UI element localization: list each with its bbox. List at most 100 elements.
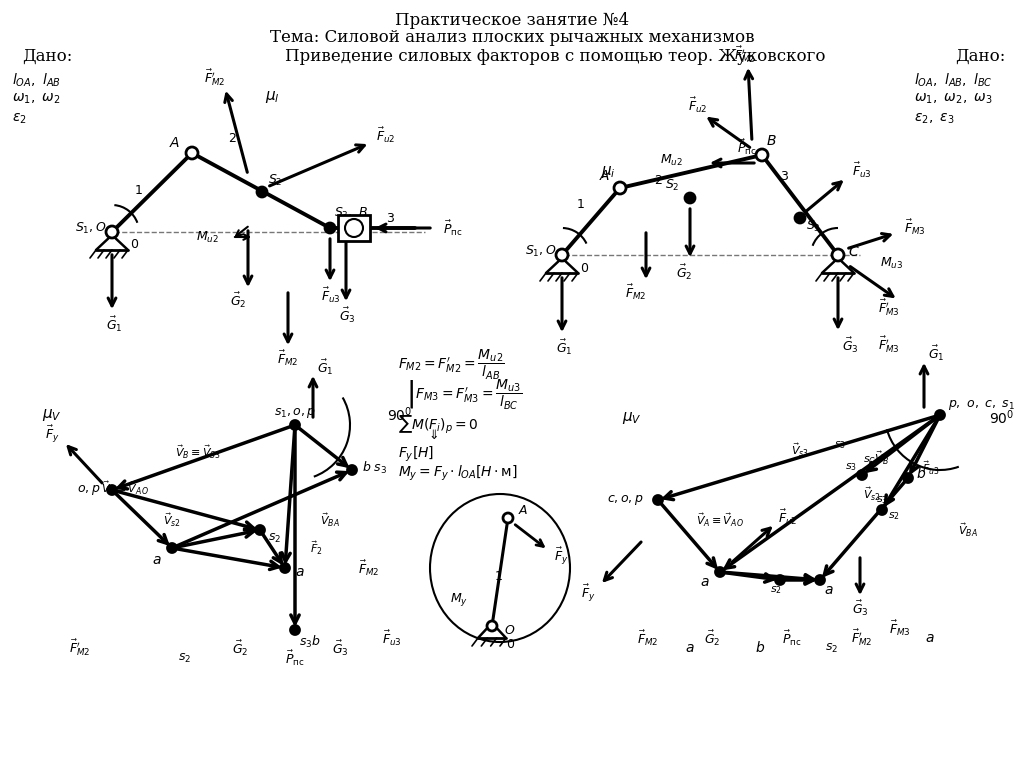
Circle shape	[795, 213, 805, 223]
Text: $90^0$: $90^0$	[989, 409, 1015, 427]
Text: $\omega_1,\ \omega_2$: $\omega_1,\ \omega_2$	[12, 92, 60, 107]
Text: $\vec{V}_{s2}$: $\vec{V}_{s2}$	[163, 511, 181, 528]
Text: $\vec{F}_{M2}$: $\vec{F}_{M2}$	[626, 283, 647, 302]
Text: $F_y[H]$: $F_y[H]$	[398, 445, 434, 465]
Text: $\mu_V$: $\mu_V$	[42, 407, 61, 423]
Text: $90^0$: $90^0$	[387, 406, 413, 424]
Text: $a$: $a$	[926, 631, 935, 645]
Text: $\vec{V}_A \equiv \vec{V}_{AO}$: $\vec{V}_A \equiv \vec{V}_{AO}$	[101, 479, 148, 497]
Text: $\vec{V}_{BA}$: $\vec{V}_{BA}$	[958, 521, 978, 539]
Text: $0$: $0$	[506, 637, 515, 650]
Text: $\vec{F}_{u2}$: $\vec{F}_{u2}$	[688, 95, 708, 114]
Text: $\vec{F}_{M3}$: $\vec{F}_{M3}$	[889, 618, 911, 637]
Text: $s_2$: $s_2$	[770, 584, 782, 596]
Text: $\sum M(F_i)_p=0$: $\sum M(F_i)_p=0$	[398, 414, 478, 436]
Text: $\vec{F}_{u2}$: $\vec{F}_{u2}$	[778, 508, 798, 527]
Circle shape	[716, 568, 725, 577]
Text: Тема: Силовой анализ плоских рычажных механизмов: Тема: Силовой анализ плоских рычажных ме…	[269, 29, 755, 46]
Text: $M_y=F_y \cdot l_{OA}[H\cdot\text{м}]$: $M_y=F_y \cdot l_{OA}[H\cdot\text{м}]$	[398, 464, 518, 483]
Text: $b\ s_3$: $b\ s_3$	[362, 460, 387, 476]
Text: $l_{OA},\ l_{AB}$: $l_{OA},\ l_{AB}$	[12, 72, 60, 89]
Text: $\vec{G}_1$: $\vec{G}_1$	[105, 314, 122, 333]
Text: $0$: $0$	[130, 237, 139, 250]
Circle shape	[256, 525, 264, 535]
Text: $\varepsilon_2,\ \varepsilon_3$: $\varepsilon_2,\ \varepsilon_3$	[914, 112, 954, 127]
Text: $C$: $C$	[848, 245, 859, 259]
Text: $a$: $a$	[700, 575, 710, 589]
Text: $\vec{G}_1$: $\vec{G}_1$	[317, 357, 334, 376]
Text: $a$: $a$	[685, 641, 695, 655]
Circle shape	[653, 495, 663, 505]
Text: $\vec{F}_2$: $\vec{F}_2$	[310, 539, 323, 557]
Text: $\vec{G}_3$: $\vec{G}_3$	[332, 638, 348, 657]
Text: $\vec{P}_{\text{пс}}$: $\vec{P}_{\text{пс}}$	[443, 218, 463, 237]
Text: $\vec{F}_{M3}^{\prime}$: $\vec{F}_{M3}^{\prime}$	[878, 298, 900, 319]
Text: $s_3b$: $s_3b$	[299, 634, 321, 650]
Text: $A$: $A$	[169, 136, 180, 150]
Text: Практическое занятие №4: Практическое занятие №4	[395, 12, 629, 29]
Text: $s_3$: $s_3$	[876, 494, 888, 506]
Circle shape	[903, 474, 912, 482]
Text: $s_3$: $s_3$	[845, 461, 857, 473]
Circle shape	[291, 625, 299, 634]
Circle shape	[503, 513, 513, 523]
Text: $b$: $b$	[755, 641, 765, 656]
Text: $A$: $A$	[518, 504, 528, 517]
Text: $\mu_V$: $\mu_V$	[623, 410, 642, 426]
Text: $0$: $0$	[580, 261, 589, 274]
Circle shape	[614, 182, 626, 194]
Text: $l_{OA},\ l_{AB},\ l_{BC}$: $l_{OA},\ l_{AB},\ l_{BC}$	[914, 72, 992, 89]
Text: $1$: $1$	[133, 184, 142, 197]
Circle shape	[878, 505, 887, 515]
Text: $\vec{G}_1$: $\vec{G}_1$	[556, 337, 572, 356]
Text: $A$: $A$	[599, 169, 610, 183]
Text: $\vec{G}_3$: $\vec{G}_3$	[339, 306, 355, 325]
Text: $\vec{F}_{M3}^{\prime}$: $\vec{F}_{M3}^{\prime}$	[878, 335, 900, 356]
Text: $3$: $3$	[779, 170, 788, 184]
Text: $M_{u3}$: $M_{u3}$	[880, 256, 903, 270]
Text: $o,p$: $o,p$	[77, 483, 100, 497]
Text: $\vec{P}_{\text{пс}}$: $\vec{P}_{\text{пс}}$	[782, 628, 802, 647]
Text: $\vec{G}_3$: $\vec{G}_3$	[852, 598, 868, 617]
Text: $\vec{F}_{M2}$: $\vec{F}_{M2}$	[358, 558, 380, 578]
Text: $B$: $B$	[766, 134, 776, 148]
Text: $\vec{G}_2$: $\vec{G}_2$	[676, 263, 692, 282]
Text: Дано:: Дано:	[22, 48, 73, 65]
Text: $a$: $a$	[295, 565, 304, 579]
Text: $\vec{F}_{M2}^{\prime}$: $\vec{F}_{M2}^{\prime}$	[70, 637, 91, 658]
Text: $\vec{F}_{M2}$: $\vec{F}_{M2}$	[637, 628, 658, 647]
Text: $\vec{F}_y$: $\vec{F}_y$	[554, 545, 568, 567]
Text: $S_3$: $S_3$	[806, 218, 821, 233]
Text: $s_2$: $s_2$	[178, 651, 191, 664]
Text: $\mu_i$: $\mu_i$	[601, 164, 615, 180]
Text: $s_2$: $s_2$	[888, 510, 900, 522]
Text: Приведение силовых факторов с помощью теор. Жуковского: Приведение силовых факторов с помощью те…	[285, 48, 825, 65]
Text: $S_2$: $S_2$	[268, 173, 283, 187]
Text: $\vec{V}_{s2}$: $\vec{V}_{s2}$	[863, 485, 881, 503]
Text: $\vec{P}_{\text{пс}}$: $\vec{P}_{\text{пс}}$	[737, 137, 757, 157]
Text: $s_C\vec{V}_B$: $s_C\vec{V}_B$	[863, 449, 889, 467]
Text: $p,\ o,\ c,\ s_1$: $p,\ o,\ c,\ s_1$	[948, 398, 1015, 412]
Text: $a$: $a$	[153, 553, 162, 567]
Text: $M_{u2}$: $M_{u2}$	[196, 230, 218, 244]
Circle shape	[257, 187, 267, 197]
Circle shape	[936, 411, 944, 419]
Text: $3$: $3$	[385, 213, 394, 226]
Text: $\vec{F}_{M2}^{\prime}$: $\vec{F}_{M2}^{\prime}$	[204, 68, 225, 88]
Text: $S_1,O$: $S_1,O$	[76, 220, 106, 236]
Text: $\vec{F}_{M2}^{\prime}$: $\vec{F}_{M2}^{\prime}$	[734, 45, 756, 65]
Text: $O$: $O$	[504, 624, 515, 637]
Circle shape	[815, 575, 824, 584]
Text: $\vec{V}_A \equiv \vec{V}_{AO}$: $\vec{V}_A \equiv \vec{V}_{AO}$	[696, 511, 743, 528]
Text: $\vec{F}_{M2}^{\prime}$: $\vec{F}_{M2}^{\prime}$	[851, 627, 872, 648]
Circle shape	[345, 219, 362, 237]
Text: $s_2$: $s_2$	[825, 641, 839, 654]
Text: $b$: $b$	[916, 466, 926, 482]
Text: $\vec{F}_{u2}$: $\vec{F}_{u2}$	[376, 125, 395, 144]
Text: $\Downarrow$: $\Downarrow$	[426, 429, 438, 442]
Text: $\vec{G}_2$: $\vec{G}_2$	[703, 628, 720, 647]
Circle shape	[775, 575, 784, 584]
Text: $c,o,p$: $c,o,p$	[607, 493, 644, 507]
Text: $F_{M2}=F_{M2}^{\prime}=\dfrac{M_{u2}}{l_{AB}}$: $F_{M2}=F_{M2}^{\prime}=\dfrac{M_{u2}}{l…	[398, 348, 505, 382]
Text: $\vec{F}_{M2}$: $\vec{F}_{M2}$	[278, 349, 299, 368]
